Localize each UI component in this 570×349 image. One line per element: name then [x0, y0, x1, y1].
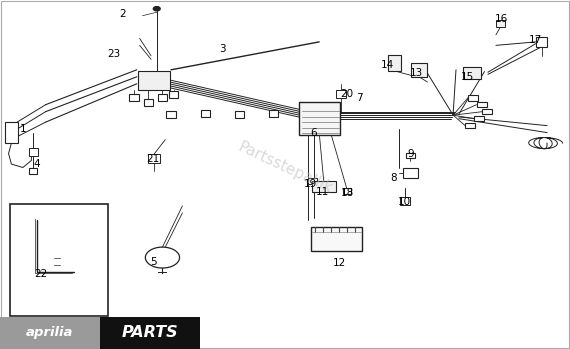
Text: 7: 7: [356, 93, 363, 103]
Text: 16: 16: [495, 14, 508, 24]
Text: 15: 15: [461, 72, 474, 82]
Bar: [468, 95, 478, 101]
Text: 22: 22: [34, 269, 48, 279]
Text: 18: 18: [341, 188, 355, 198]
Bar: [10, 204, 108, 316]
Text: 8: 8: [390, 173, 397, 183]
Bar: [0, 317, 100, 349]
Text: Partsstepallik: Partsstepallik: [235, 139, 335, 196]
Text: 3: 3: [219, 44, 226, 54]
Text: 11: 11: [315, 187, 329, 197]
Bar: [404, 168, 417, 178]
Text: 10: 10: [398, 198, 412, 207]
Bar: [482, 109, 492, 114]
Bar: [406, 153, 415, 158]
Bar: [299, 102, 340, 135]
Text: 4: 4: [34, 159, 40, 169]
Bar: [29, 168, 37, 174]
Bar: [536, 37, 547, 47]
Text: 19: 19: [304, 179, 317, 189]
Text: 14: 14: [381, 60, 394, 69]
Text: 6: 6: [310, 128, 317, 138]
Text: 2: 2: [119, 9, 126, 19]
Text: 1: 1: [19, 124, 26, 134]
Text: 21: 21: [146, 154, 160, 164]
Bar: [139, 70, 170, 90]
Text: PARTS: PARTS: [121, 326, 178, 340]
Bar: [308, 178, 317, 184]
Text: 13: 13: [409, 68, 423, 78]
Bar: [463, 67, 481, 79]
Circle shape: [153, 7, 160, 11]
Text: aprilia: aprilia: [26, 326, 74, 340]
Bar: [411, 63, 427, 77]
Text: 9: 9: [407, 149, 414, 158]
Bar: [465, 123, 475, 128]
Bar: [148, 154, 160, 163]
Bar: [201, 110, 210, 117]
Text: 17: 17: [529, 35, 543, 45]
Bar: [336, 90, 346, 98]
Bar: [311, 227, 362, 251]
Text: 23: 23: [107, 49, 121, 59]
Bar: [144, 99, 153, 106]
Bar: [269, 110, 278, 117]
Bar: [474, 116, 484, 121]
Text: 12: 12: [332, 259, 346, 268]
Bar: [166, 111, 176, 118]
Bar: [496, 20, 505, 27]
Bar: [312, 181, 336, 192]
Bar: [129, 94, 139, 101]
Bar: [28, 148, 38, 156]
Bar: [388, 55, 401, 70]
Text: 20: 20: [340, 89, 353, 99]
Bar: [100, 317, 200, 349]
Bar: [477, 102, 487, 107]
Bar: [343, 188, 351, 194]
Bar: [158, 94, 167, 101]
Bar: [169, 91, 178, 98]
Bar: [400, 197, 410, 205]
Bar: [235, 111, 244, 118]
Text: 5: 5: [150, 257, 157, 267]
Bar: [5, 122, 18, 143]
